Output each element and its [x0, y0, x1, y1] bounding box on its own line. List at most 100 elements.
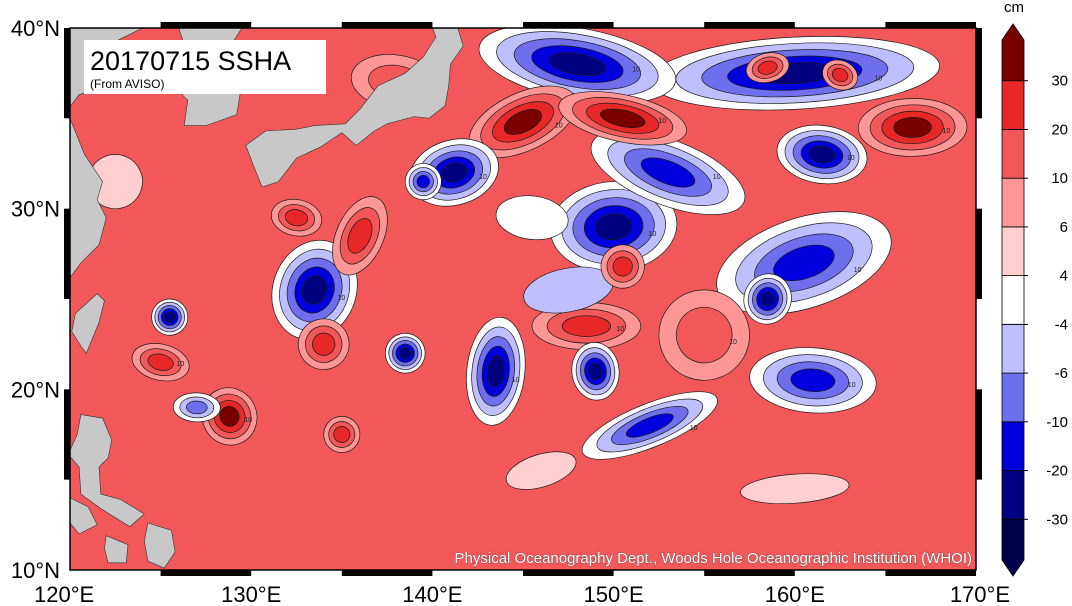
- contour-ring: [164, 311, 176, 323]
- colorbar-block: [1001, 470, 1025, 520]
- colorbar-tick-label: -30: [1046, 511, 1068, 528]
- frame-tick-lon: [341, 570, 433, 576]
- contour-value-label: 10: [512, 377, 520, 384]
- contour-value-label: 10: [177, 361, 185, 368]
- eddy: [505, 451, 577, 490]
- frame-tick-lon: [160, 570, 252, 576]
- colorbar-block: [1001, 80, 1025, 130]
- colorbar-tick-label: 20: [1051, 122, 1068, 139]
- colorbar-tick-label: 6: [1060, 219, 1068, 236]
- eddy: 10: [271, 239, 358, 341]
- contour-ring: [399, 347, 412, 360]
- map-title: 20170715 SSHA: [90, 46, 291, 76]
- latitude-tick-label: 30°N: [11, 197, 60, 222]
- contour-ring: [312, 332, 336, 356]
- source-note: (From AVISO): [90, 77, 164, 91]
- contour-ring: [640, 157, 696, 188]
- contour-ring: [548, 52, 606, 76]
- land-polygon: [70, 118, 107, 300]
- contour-ring: [740, 473, 850, 505]
- colorbar-blocks: [1001, 23, 1025, 577]
- eddy: [495, 195, 569, 241]
- title-box: 20170715 SSHA (From AVISO): [84, 40, 326, 94]
- contour-value-label: 10: [555, 123, 563, 130]
- eddy: 10: [658, 289, 750, 381]
- frame-tick-lon: [885, 22, 976, 28]
- frame-tick-lon: [885, 570, 976, 576]
- contour-ring: [760, 291, 775, 307]
- frame-tick-lat: [976, 208, 982, 299]
- latitude-tick-label: 20°N: [11, 377, 60, 402]
- frame-tick-lon: [704, 22, 795, 28]
- latitude-tick-label: 40°N: [11, 16, 60, 41]
- contour-value-label: 10: [690, 425, 698, 432]
- longitude-tick-label: 130°E: [221, 582, 281, 606]
- eddy: 10: [558, 91, 688, 146]
- eddy: 10: [466, 316, 526, 426]
- eddy: 10: [749, 347, 877, 414]
- longitude-tick-label: 150°E: [584, 582, 644, 606]
- colorbar-block: [1001, 323, 1025, 374]
- latitude-tick-label: 10°N: [11, 558, 60, 583]
- colorbar-tick-label: 30: [1051, 73, 1068, 90]
- colorbar-tick-label: -4: [1055, 316, 1068, 333]
- land-polygon: [104, 535, 129, 564]
- colorbar-tick-label: 4: [1060, 268, 1068, 285]
- frame-tick-lon: [160, 22, 252, 28]
- land-polygon: [70, 414, 145, 527]
- colorbar-tick-label: -10: [1046, 414, 1068, 431]
- colorbar-block: [1001, 129, 1025, 179]
- land-polygon: [71, 293, 105, 354]
- eddy: [332, 196, 388, 276]
- eddy: 10: [590, 130, 746, 215]
- contour-ring: [505, 451, 577, 490]
- contour-ring: [347, 218, 373, 254]
- contour-ring: [416, 174, 430, 189]
- eddy: [323, 416, 361, 453]
- contour-value-label: 10: [729, 339, 737, 346]
- colorbar-tick-label: -6: [1055, 365, 1068, 382]
- contour-ring: [757, 60, 778, 75]
- contour-value-label: 10: [616, 326, 624, 333]
- colorbar-block: [1001, 23, 1025, 82]
- contour-value-label: 10: [848, 382, 856, 389]
- colorbar-block: [1001, 226, 1025, 276]
- eddy: [270, 198, 323, 237]
- frame-tick-lat: [976, 28, 982, 119]
- contour-ring: [284, 209, 309, 227]
- colorbar: cm -30 -20 -10 -6 -4 4 6 10 20 30: [1001, 0, 1068, 577]
- contour-value-label: 10: [875, 75, 883, 82]
- eddy: [571, 342, 620, 401]
- eddy: [404, 163, 442, 201]
- contour-ring: [675, 306, 733, 364]
- eddy: 10: [549, 180, 678, 273]
- eddy: 10: [131, 343, 190, 382]
- colorbar-block: [1001, 177, 1025, 228]
- contour-ring: [612, 256, 633, 277]
- contour-ring: [495, 195, 569, 241]
- latitude-labels: 10°N 20°N 30°N 40°N: [11, 16, 60, 583]
- frame-tick-lon: [523, 22, 614, 28]
- contour-ring: [588, 362, 603, 380]
- contour-ring: [893, 116, 932, 138]
- colorbar-block: [1001, 421, 1025, 471]
- longitude-tick-label: 120°E: [34, 582, 94, 606]
- land-polygon: [143, 522, 176, 569]
- land-polygon: [70, 497, 98, 535]
- eddy: 10: [531, 302, 642, 350]
- eddy: [600, 244, 645, 289]
- frame-tick-lon: [341, 22, 433, 28]
- ssha-field: 10101010101010101010101010101010101010: [70, 28, 976, 570]
- longitude-tick-label: 140°E: [402, 582, 462, 606]
- contour-value-label: 10: [659, 118, 667, 125]
- longitude-labels: 120°E 130°E 140°E 150°E 160°E 170°E: [34, 582, 1010, 606]
- eddy: [297, 318, 350, 370]
- eddy: 10: [478, 28, 677, 104]
- contour-ring: [333, 426, 351, 443]
- colorbar-tick-labels: -30 -20 -10 -6 -4 4 6 10 20 30: [1024, 73, 1068, 528]
- contour-value-label: 10: [854, 267, 862, 274]
- eddy: [745, 52, 790, 84]
- frame-tick-lat: [64, 208, 70, 299]
